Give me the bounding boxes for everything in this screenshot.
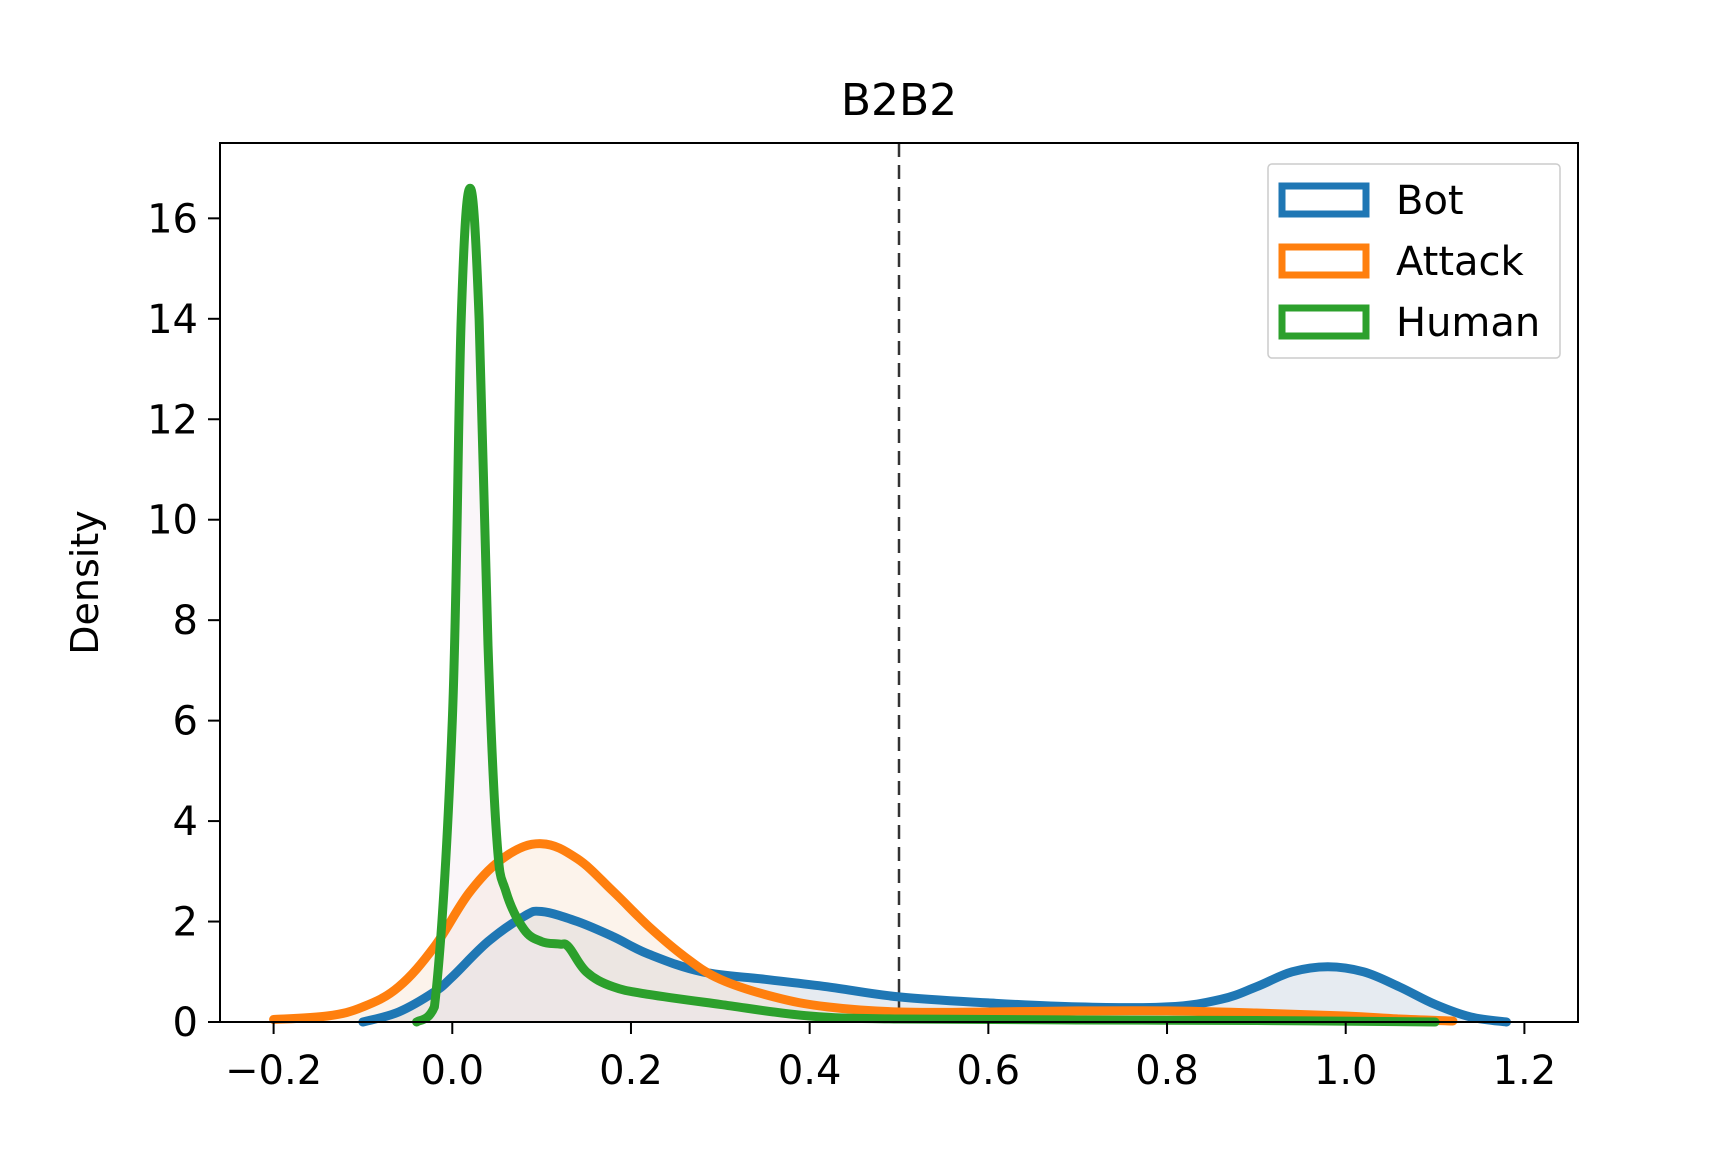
- legend-label-attack: Attack: [1396, 239, 1525, 285]
- density-lines: [269, 183, 1511, 1027]
- attack-density-line: [269, 839, 1458, 1026]
- y-tick-label: 16: [147, 196, 198, 242]
- legend-swatch-human: [1278, 304, 1370, 340]
- y-tick-label: 0: [173, 1000, 198, 1046]
- x-tick-label: 0.2: [599, 1048, 663, 1094]
- legend-label-bot: Bot: [1396, 178, 1464, 224]
- plot-frame: [219, 142, 1579, 1023]
- bot-density-line: [358, 906, 1511, 1027]
- chart-title: B2B2: [841, 75, 957, 126]
- x-tick-label: 0.6: [957, 1048, 1021, 1094]
- y-tick-label: 12: [147, 397, 198, 443]
- legend-items: Bot Attack Human: [1278, 178, 1540, 346]
- legend: Bot Attack Human: [1267, 163, 1561, 359]
- x-tick-label: −0.2: [225, 1048, 322, 1094]
- legend-swatch-attack: [1278, 243, 1370, 279]
- y-tick-label: 6: [173, 699, 198, 745]
- x-tick-label: 0.4: [778, 1048, 842, 1094]
- human-density-fill: [416, 188, 1436, 1022]
- y-axis: 0 2 4 6 8 10 12 14 16: [147, 196, 220, 1046]
- x-axis: −0.2 0.0 0.2 0.4 0.6 0.8 1.0 1.2: [225, 1022, 1556, 1094]
- legend-swatch-bot: [1278, 182, 1370, 218]
- x-tick-label: 1.0: [1314, 1048, 1378, 1094]
- y-tick-label: 10: [147, 498, 198, 544]
- y-axis-label: Density: [63, 510, 107, 654]
- y-tick-label: 4: [173, 799, 198, 845]
- human-density-line: [412, 183, 1440, 1027]
- x-tick-label: 0.8: [1135, 1048, 1199, 1094]
- x-tick-label: 1.2: [1493, 1048, 1557, 1094]
- attack-density-fill: [273, 843, 1453, 1022]
- legend-label-human: Human: [1396, 300, 1540, 346]
- y-tick-label: 2: [173, 900, 198, 946]
- y-tick-label: 14: [147, 297, 198, 343]
- x-tick-label: 0.0: [420, 1048, 484, 1094]
- y-tick-label: 8: [173, 598, 198, 644]
